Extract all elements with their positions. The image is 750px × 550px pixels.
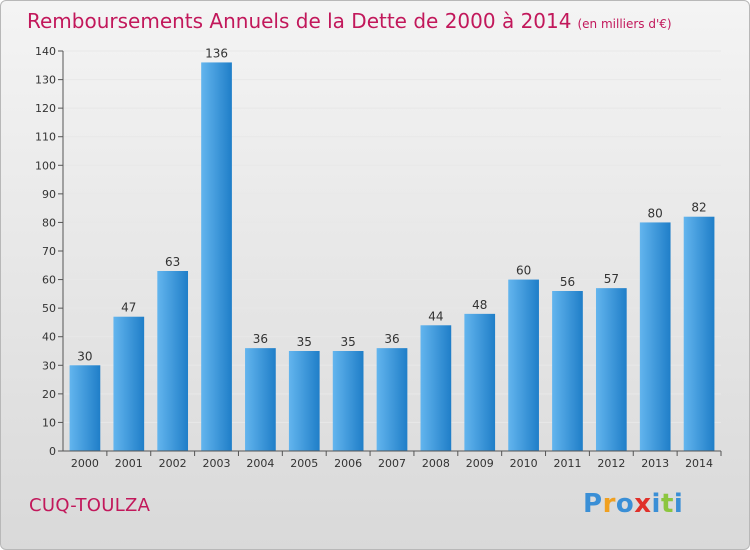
x-tick-label: 2005 xyxy=(290,457,318,470)
logo-letter: P xyxy=(583,489,603,519)
y-tick-label: 30 xyxy=(42,359,56,372)
x-tick-label: 2012 xyxy=(597,457,625,470)
bar xyxy=(113,316,145,451)
y-tick-label: 130 xyxy=(35,74,56,87)
bar-value-label: 60 xyxy=(516,264,531,278)
y-tick-label: 140 xyxy=(35,45,56,58)
y-tick-label: 50 xyxy=(42,302,56,315)
bar-value-label: 35 xyxy=(340,335,355,349)
chart-title: Remboursements Annuels de la Dette de 20… xyxy=(27,9,672,33)
title-unit: (en milliers d'€) xyxy=(577,17,672,31)
y-tick-label: 80 xyxy=(42,216,56,229)
bar-value-label: 35 xyxy=(297,335,312,349)
bar-value-label: 82 xyxy=(691,201,706,215)
bar xyxy=(332,351,364,451)
y-tick-label: 40 xyxy=(42,331,56,344)
y-tick-label: 20 xyxy=(42,388,56,401)
bar xyxy=(376,348,408,451)
x-tick-label: 2002 xyxy=(159,457,187,470)
bar-value-label: 36 xyxy=(253,332,268,346)
x-tick-label: 2007 xyxy=(378,457,406,470)
y-tick-label: 100 xyxy=(35,159,56,172)
bar xyxy=(245,348,276,451)
proxiti-logo: Proxiti xyxy=(583,489,683,519)
x-tick-label: 2004 xyxy=(246,457,274,470)
bar-value-label: 36 xyxy=(384,332,399,346)
x-tick-label: 2000 xyxy=(71,457,99,470)
logo-letter: i xyxy=(651,489,661,519)
y-tick-label: 0 xyxy=(49,445,56,458)
axes: 0 10 20 30 40 50 60 70 80 90 100 110 120 130 140 2000 20… xyxy=(35,45,722,470)
title-text: Remboursements Annuels de la Dette de 20… xyxy=(27,9,572,33)
bar-value-label: 80 xyxy=(648,206,663,220)
x-tick-label: 2013 xyxy=(641,457,669,470)
bar xyxy=(683,216,715,451)
x-tick-label: 2008 xyxy=(422,457,450,470)
x-tick-label: 2011 xyxy=(553,457,581,470)
y-tick-label: 60 xyxy=(42,274,56,287)
y-tick-label: 70 xyxy=(42,245,56,258)
bar xyxy=(595,288,627,451)
y-tick-label: 120 xyxy=(35,102,56,115)
bar-value-label: 57 xyxy=(604,272,619,286)
bar-value-label: 48 xyxy=(472,298,487,312)
logo-letter: i xyxy=(673,489,684,519)
y-tick-label: 90 xyxy=(42,188,56,201)
bar xyxy=(639,222,671,451)
x-tick-label: 2001 xyxy=(115,457,143,470)
bar xyxy=(288,351,320,451)
bar xyxy=(157,271,189,451)
bar xyxy=(552,291,583,451)
x-tick-label: 2009 xyxy=(466,457,494,470)
bar-value-label: 63 xyxy=(165,255,180,269)
logo-letter: r xyxy=(602,489,616,519)
x-tick-label: 2014 xyxy=(685,457,713,470)
commune-name: CUQ-TOULZA xyxy=(29,495,151,516)
bar-value-label: 30 xyxy=(77,349,92,363)
bar-value-label: 47 xyxy=(121,301,136,315)
bar xyxy=(464,313,496,451)
bar xyxy=(69,365,101,451)
bar xyxy=(201,62,232,452)
logo-letter: x xyxy=(634,489,652,519)
bar-value-label: 56 xyxy=(560,275,575,289)
bar xyxy=(420,325,452,451)
y-tick-label: 110 xyxy=(35,131,56,144)
x-tick-label: 2006 xyxy=(334,457,362,470)
x-tick-label: 2010 xyxy=(510,457,538,470)
logo-letter: o xyxy=(615,489,635,519)
logo-letter: t xyxy=(660,489,674,519)
x-tick-label: 2003 xyxy=(203,457,231,470)
bar xyxy=(508,279,539,451)
bar-value-label: 136 xyxy=(205,46,228,60)
bar-value-label: 44 xyxy=(428,309,443,323)
y-tick-label: 10 xyxy=(42,416,56,429)
bars: 30 47 63 136 36 35 35 36 44 48 60 56 57 80 82 xyxy=(69,46,715,452)
